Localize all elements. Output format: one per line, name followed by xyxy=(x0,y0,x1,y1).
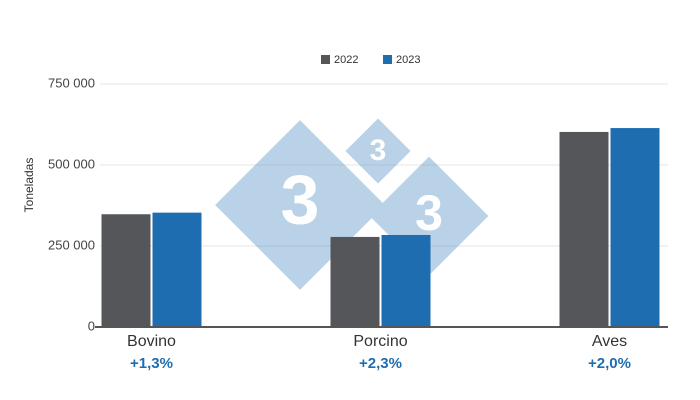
bar xyxy=(610,128,660,327)
legend-label: 2022 xyxy=(334,54,358,66)
y-tick-label: 750 000 xyxy=(48,75,95,90)
watermark-text: 3 xyxy=(281,160,320,238)
bar xyxy=(152,212,202,327)
y-tick-label: 250 000 xyxy=(48,237,95,252)
x-tick-label: Bovino xyxy=(127,333,176,350)
watermark-text: 3 xyxy=(415,185,443,241)
y-tick-label: 0 xyxy=(88,318,95,333)
bar xyxy=(330,236,380,327)
y-tick-label: 500 000 xyxy=(48,156,95,171)
annotation: +2,0% xyxy=(588,355,631,372)
legend-swatch xyxy=(321,55,330,64)
bar xyxy=(101,214,151,327)
x-tick-label: Porcino xyxy=(353,333,407,350)
watermark-text: 3 xyxy=(370,134,387,167)
legend-swatch xyxy=(383,55,392,64)
watermark-diamond xyxy=(345,118,411,184)
bar xyxy=(381,234,431,327)
bar xyxy=(559,131,609,327)
annotation: +2,3% xyxy=(359,355,402,372)
legend-label: 2023 xyxy=(396,54,420,66)
x-tick-label: Aves xyxy=(592,333,627,350)
annotation: +1,3% xyxy=(130,355,173,372)
y-axis-label: Toneladas xyxy=(22,158,36,213)
